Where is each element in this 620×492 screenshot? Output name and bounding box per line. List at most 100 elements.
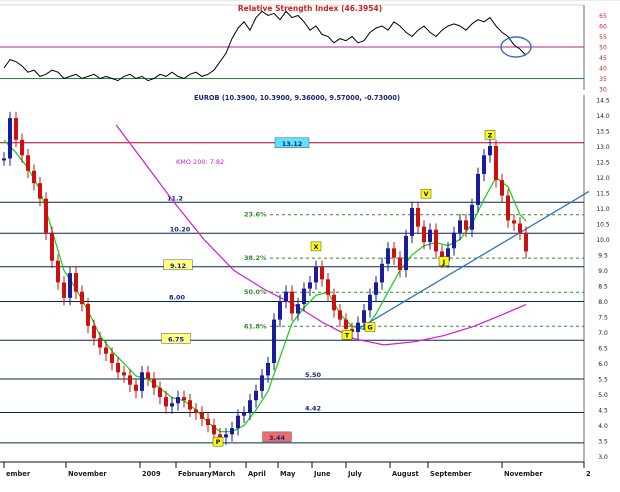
level-label-box — [274, 137, 310, 149]
price-bar-body — [182, 397, 186, 401]
price-bar-body — [374, 282, 378, 295]
price-bar-body — [122, 372, 126, 376]
price-bar-body — [116, 363, 120, 373]
rsi-tick-label: 65 — [599, 13, 607, 20]
price-bar-body — [224, 434, 228, 438]
rsi-tick-label: 55 — [599, 34, 607, 41]
price-bar-body — [74, 273, 78, 292]
price-bar-body — [482, 155, 486, 174]
price-bar-body — [242, 412, 246, 416]
price-tick-label: 5.5 — [598, 377, 608, 384]
price-tick-label: 10.5 — [596, 222, 610, 229]
price-bar-body — [134, 384, 138, 391]
x-tick-label: August — [392, 470, 419, 478]
level-label: 10.20 — [170, 225, 191, 233]
price-panel: EUROB (10.3900, 10.3900, 9.36000, 9.5700… — [0, 94, 610, 463]
wave-label: T — [345, 331, 350, 339]
price-tick-label: 12.0 — [596, 175, 610, 182]
price-bar-body — [386, 248, 390, 264]
price-tick-label: 8.5 — [598, 284, 608, 291]
price-bar-body — [20, 139, 24, 156]
x-tick-label: July — [347, 470, 363, 478]
price-bar-body — [32, 170, 36, 184]
price-tick-label: 8.0 — [598, 299, 608, 306]
price-title: EUROB (10.3900, 10.3900, 9.36000, 9.5700… — [194, 94, 400, 102]
x-tick-label: April — [248, 470, 266, 478]
price-bar-body — [446, 248, 450, 261]
level-label-text: 13.12 — [282, 140, 303, 148]
price-bar-body — [518, 223, 522, 233]
fibonacci-label: 38.2% — [244, 254, 267, 262]
price-tick-label: 14.0 — [596, 113, 610, 120]
price-tick-label: 11.0 — [596, 206, 610, 213]
price-bar-body — [404, 235, 408, 270]
level-label: 6.75 — [161, 333, 191, 344]
price-bar-body — [488, 146, 492, 156]
price-bar-body — [302, 288, 306, 305]
price-tick-label: 3.5 — [598, 439, 608, 446]
level-label-box — [163, 259, 193, 271]
rsi-highlight-circle — [500, 36, 532, 58]
price-bar-body — [410, 208, 414, 236]
price-bar-body — [2, 158, 6, 161]
level-label: 8.00 — [169, 294, 186, 302]
rsi-line — [3, 10, 527, 82]
price-tick-label: 13.0 — [596, 144, 610, 151]
price-bar-body — [422, 226, 426, 243]
price-bar-body — [92, 325, 96, 339]
x-tick-label: March — [212, 470, 235, 478]
price-bar-body — [80, 291, 84, 305]
price-bar-body — [440, 251, 444, 261]
rsi-tick-label: 60 — [599, 24, 607, 31]
level-label-box — [262, 431, 292, 443]
rsi-panel: Relative Strength Index (46.3954) 30 35 40… — [0, 4, 607, 94]
level-label: 4.42 — [305, 404, 321, 412]
price-bar-body — [140, 372, 144, 391]
price-tick-label: 5.0 — [598, 392, 608, 399]
price-bar-body — [38, 183, 42, 199]
price-bar-body — [500, 180, 504, 196]
price-bar-body — [170, 403, 174, 407]
price-bar-body — [524, 232, 528, 252]
price-tick-label: 3.0 — [598, 454, 608, 461]
level-label-text: 9.12 — [170, 262, 186, 270]
x-tick-label: June — [313, 470, 331, 478]
level-label-box — [161, 333, 191, 344]
price-bar-body — [272, 319, 276, 363]
price-bar-body — [194, 409, 198, 413]
price-bar-body — [356, 322, 360, 332]
wave-label: P — [216, 438, 221, 446]
price-bar-body — [68, 273, 72, 298]
price-bar-body — [434, 229, 438, 252]
price-bar-body — [56, 260, 60, 283]
price-bar-body — [326, 279, 330, 295]
wave-label-box — [420, 188, 432, 199]
wave-label-box — [212, 436, 224, 447]
price-bar-body — [8, 118, 12, 159]
level-label: 5.50 — [305, 371, 322, 379]
wave-label-box — [484, 130, 496, 140]
rsi-title: Relative Strength Index (46.3954) — [238, 4, 382, 13]
level-label-text: 8.00 — [169, 294, 186, 302]
price-bar-body — [44, 198, 48, 233]
price-tick-label: 7.0 — [598, 330, 608, 337]
price-bar-body — [512, 220, 516, 224]
level-label: 11.2 — [167, 194, 183, 202]
fast-ma-line — [3, 139, 527, 433]
price-bar-body — [230, 428, 234, 435]
price-bar-body — [392, 248, 396, 258]
wave-label: G — [367, 324, 372, 332]
price-bar-body — [362, 310, 366, 323]
price-bar-body — [308, 282, 312, 289]
price-bar-body — [296, 304, 300, 314]
price-bar-body — [158, 387, 162, 398]
price-tick-label: 14.5 — [596, 98, 610, 105]
level-label-text: 11.2 — [167, 194, 183, 202]
wave-label: X — [313, 243, 318, 251]
price-bar-body — [458, 220, 462, 233]
level-label: 9.12 — [163, 259, 193, 271]
price-bar-body — [470, 204, 474, 230]
x-tick-label: November — [504, 470, 543, 478]
price-bar-body — [344, 319, 348, 329]
